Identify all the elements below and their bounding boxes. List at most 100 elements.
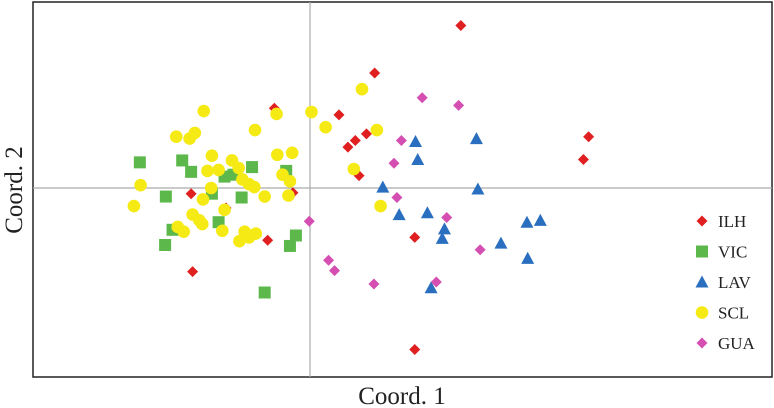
data-point-lav (435, 231, 449, 244)
data-point-scl (201, 164, 214, 178)
data-point-vic (185, 165, 198, 178)
data-point-vic (258, 286, 271, 299)
series-lav (376, 132, 547, 294)
data-point-ilh (185, 188, 197, 200)
data-point-scl (216, 224, 229, 238)
data-point-lav (494, 236, 508, 249)
data-point-lav (411, 153, 425, 166)
data-point-scl (197, 104, 211, 118)
data-point-scl (258, 190, 271, 203)
data-point-scl (205, 149, 219, 162)
data-point-scl (347, 162, 361, 176)
data-point-gua (453, 99, 465, 111)
data-point-gua (323, 254, 335, 266)
data-point-scl (305, 105, 318, 119)
data-point-gua (303, 215, 315, 227)
data-point-vic (159, 239, 172, 251)
legend: ILH VIC LAV SCL GUA (695, 212, 756, 353)
legend-item-vic: VIC (696, 243, 747, 262)
data-point-ilh (577, 154, 589, 165)
data-point-scl (247, 180, 261, 194)
plot-frame (32, 1, 773, 378)
data-point-gua (395, 135, 407, 146)
legend-marker-lav (695, 275, 709, 288)
data-point-scl (188, 126, 202, 140)
data-point-ilh (360, 128, 372, 140)
data-point-lav (471, 182, 485, 195)
data-point-scl (285, 146, 299, 160)
data-point-gua (329, 265, 341, 277)
data-point-lav (437, 222, 451, 235)
legend-item-scl: SCL (695, 304, 749, 323)
data-point-ilh (349, 135, 361, 146)
legend-marker-ilh (696, 215, 708, 227)
data-point-ilh (455, 20, 467, 32)
y-axis-label: Coord. 2 (1, 146, 28, 234)
legend-item-ilh: ILH (696, 212, 746, 231)
data-point-scl (283, 175, 297, 188)
data-point-scl (212, 163, 225, 177)
data-point-scl (248, 123, 262, 137)
data-point-gua (388, 157, 400, 169)
data-point-ilh (583, 131, 595, 143)
data-point-scl (218, 203, 231, 217)
legend-label-scl: SCL (718, 304, 749, 323)
legend-label-ilh: ILH (718, 212, 746, 231)
legend-item-gua: GUA (696, 334, 756, 353)
data-point-lav (521, 251, 535, 264)
data-point-scl (271, 148, 284, 162)
legend-marker-vic (696, 245, 708, 258)
data-point-scl (370, 123, 384, 137)
data-point-vic (235, 191, 248, 204)
data-point-ilh (262, 234, 274, 246)
data-point-scl (233, 234, 246, 248)
data-point-lav (376, 180, 390, 193)
data-point-gua (416, 92, 428, 104)
reference-lines (33, 2, 772, 377)
x-axis-label: Coord. 1 (358, 383, 446, 408)
data-point-ilh (333, 109, 345, 121)
data-point-vic (176, 154, 189, 167)
data-point-scl (204, 181, 218, 195)
legend-label-gua: GUA (718, 334, 756, 353)
data-point-ilh (409, 231, 421, 243)
data-point-scl (374, 199, 387, 213)
data-point-ilh (409, 344, 421, 355)
legend-label-vic: VIC (718, 243, 747, 262)
data-point-vic (159, 190, 172, 203)
data-point-scl (171, 220, 185, 234)
data-point-vic (133, 156, 146, 169)
data-point-vic (289, 229, 302, 242)
data-point-lav (533, 213, 547, 226)
data-point-lav (469, 132, 483, 145)
data-point-scl (270, 107, 283, 121)
data-point-gua (441, 211, 453, 223)
data-point-lav (424, 281, 438, 294)
data-point-scl (282, 189, 295, 202)
data-point-lav (409, 134, 423, 147)
data-point-lav (392, 208, 406, 221)
data-point-gua (474, 244, 486, 256)
data-point-scl (355, 82, 369, 96)
legend-label-lav: LAV (718, 273, 751, 292)
data-point-scl (127, 199, 141, 213)
data-point-scl (232, 161, 245, 175)
data-point-gua (391, 192, 403, 203)
legend-item-lav: LAV (695, 273, 751, 292)
data-point-scl (196, 193, 210, 206)
data-point-ilh (342, 141, 354, 153)
data-point-ilh (187, 266, 199, 278)
series-vic (133, 154, 302, 299)
legend-marker-scl (695, 306, 709, 319)
data-point-scl (319, 120, 332, 134)
data-point-ilh (369, 67, 381, 79)
data-point-scl (249, 227, 263, 240)
data-point-scl (169, 130, 183, 143)
data-point-vic (283, 239, 296, 252)
data-point-scl (134, 178, 147, 192)
data-point-lav (420, 206, 434, 219)
series-gua (303, 92, 486, 290)
data-point-lav (520, 215, 534, 228)
data-point-gua (368, 278, 380, 290)
